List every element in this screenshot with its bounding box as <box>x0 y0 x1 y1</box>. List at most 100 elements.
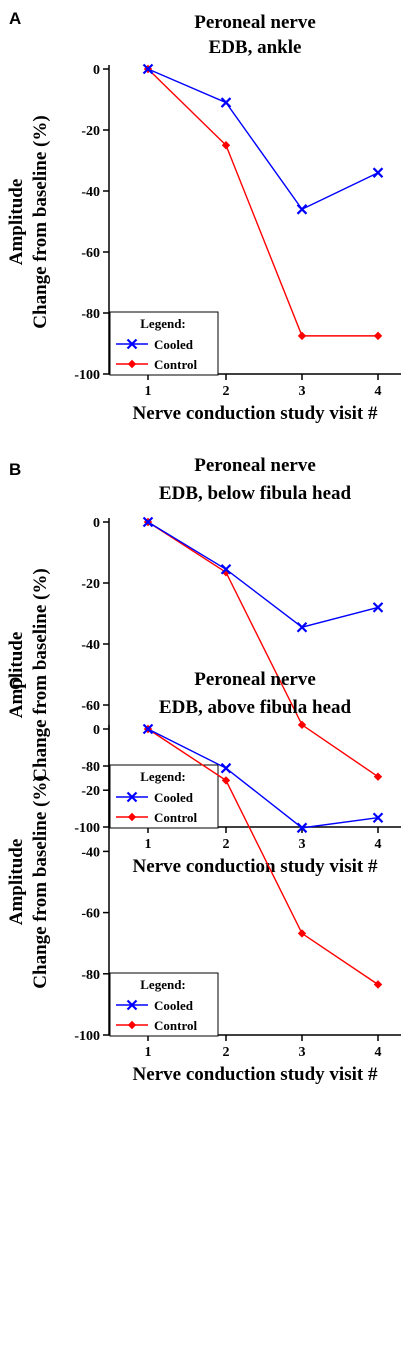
chart-title-line: Peroneal nerve <box>194 669 316 690</box>
data-point-cooled <box>142 723 154 735</box>
data-point-control <box>221 776 231 785</box>
x-tick-label: 2 <box>223 837 230 852</box>
y-tick-label: -60 <box>81 907 100 922</box>
series-line-cooled <box>147 521 379 628</box>
x-marker-stroke <box>296 822 308 834</box>
data-point-control <box>373 980 383 989</box>
x-marker-stroke <box>296 621 308 633</box>
x-marker-stroke <box>142 723 154 735</box>
series-line-control <box>147 728 379 986</box>
chart-title-line: EDB, below fibula head <box>159 483 352 504</box>
x-tick-label: 3 <box>299 384 306 399</box>
y-axis-label-line: Change from baseline (%) <box>30 568 51 781</box>
legend-entry-cooled: Cooled <box>154 998 194 1013</box>
chart-panel-b: B Peroneal nerve EDB, below fibula head 0 -2… <box>6 455 401 877</box>
data-point-cooled <box>372 602 384 613</box>
data-point-control <box>221 141 231 150</box>
y-tick-label: -100 <box>74 821 100 836</box>
data-point-cooled <box>296 621 308 633</box>
legend: Legend: Cooled Control <box>109 311 219 376</box>
x-tick-label: 2 <box>223 1045 230 1060</box>
x-tick-label: 4 <box>375 837 382 852</box>
legend-title: Legend: <box>140 977 186 992</box>
y-axis-label-group: Amplitude Change from baseline (%) <box>6 775 51 988</box>
data-point-cooled <box>372 812 384 824</box>
x-axis-label: Nerve conduction study visit # <box>133 856 378 877</box>
x-marker-stroke <box>220 762 232 774</box>
chart-panel-c: C Peroneal nerve EDB, above fibula head 0 -2… <box>6 669 401 1085</box>
legend-entry-control: Control <box>154 357 197 372</box>
x-tick-label: 3 <box>299 837 306 852</box>
x-marker-stroke <box>142 63 154 75</box>
y-axis-label-line: Change from baseline (%) <box>30 115 51 328</box>
data-point-cooled <box>296 204 308 215</box>
y-axis-label-line: Amplitude <box>6 632 27 719</box>
legend-entry-control: Control <box>154 1018 197 1033</box>
chart-panel-a: A Peroneal nerve EDB, ankle 0 -20 -40 -60 -80 -1… <box>6 9 401 424</box>
x-tick-label: 4 <box>375 384 382 399</box>
data-point-cooled <box>220 563 232 575</box>
y-tick-label: -20 <box>81 124 100 139</box>
x-tick-label: 3 <box>299 1045 306 1060</box>
legend: Legend: Cooled Control <box>109 764 219 829</box>
x-marker-stroke <box>296 204 308 215</box>
x-tick-label: 4 <box>375 1045 382 1060</box>
x-tick-label: 1 <box>145 1045 152 1060</box>
x-axis-label: Nerve conduction study visit # <box>133 403 378 424</box>
y-axis-label-line: Amplitude <box>6 179 27 266</box>
data-point-cooled <box>142 63 154 75</box>
y-tick-label: -60 <box>81 699 100 714</box>
y-tick-label: -80 <box>81 968 100 983</box>
series-line-control <box>147 68 378 337</box>
chart-title-line: EDB, above fibula head <box>159 697 352 718</box>
data-point-control <box>221 568 231 577</box>
legend-marker-diamond <box>127 359 137 369</box>
series-line-cooled <box>147 728 379 829</box>
legend: Legend: Cooled Control <box>109 972 219 1037</box>
x-tick-label: 1 <box>145 384 152 399</box>
x-marker-stroke <box>372 602 384 613</box>
legend-entry-cooled: Cooled <box>154 337 194 352</box>
data-point-control <box>297 929 307 938</box>
legend-title: Legend: <box>140 316 186 331</box>
legend-marker-x <box>126 999 138 1011</box>
y-tick-label: -20 <box>81 577 100 592</box>
data-point-cooled <box>220 97 232 108</box>
x-marker-stroke <box>372 812 384 824</box>
y-tick-label: -100 <box>74 368 100 383</box>
chart-title-line: Peroneal nerve <box>194 455 316 476</box>
y-tick-label: -40 <box>81 185 100 200</box>
y-tick-label: 0 <box>93 723 100 738</box>
legend-marker-diamond <box>127 812 137 822</box>
y-axis-label-group: Amplitude Change from baseline (%) <box>6 115 51 328</box>
legend-entry-cooled: Cooled <box>154 790 194 805</box>
y-tick-label: -80 <box>81 307 100 322</box>
y-tick-label: -20 <box>81 784 100 799</box>
legend-marker-x <box>126 791 138 803</box>
panel-letter: C <box>9 674 21 693</box>
legend-entry-control: Control <box>154 810 197 825</box>
data-point-cooled <box>372 167 384 178</box>
y-tick-label: -60 <box>81 246 100 261</box>
y-tick-label: -40 <box>81 845 100 860</box>
legend-marker-x <box>126 338 138 350</box>
data-point-control <box>297 720 307 730</box>
x-marker-stroke <box>372 167 384 178</box>
data-point-control <box>297 331 307 341</box>
data-point-cooled <box>142 516 154 528</box>
y-tick-label: 0 <box>93 63 100 78</box>
y-tick-label: -80 <box>81 760 100 775</box>
legend-title: Legend: <box>140 769 186 784</box>
chart-title-line: Peroneal nerve <box>194 12 316 33</box>
y-tick-label: 0 <box>93 516 100 531</box>
panel-letter: B <box>9 460 21 479</box>
y-tick-label: -40 <box>81 638 100 653</box>
data-point-cooled <box>220 762 232 774</box>
legend-marker-diamond <box>127 1020 137 1030</box>
data-point-cooled <box>296 822 308 834</box>
data-point-control <box>373 772 383 781</box>
data-point-control <box>373 331 383 341</box>
y-axis-label-group: Amplitude Change from baseline (%) <box>6 568 51 781</box>
